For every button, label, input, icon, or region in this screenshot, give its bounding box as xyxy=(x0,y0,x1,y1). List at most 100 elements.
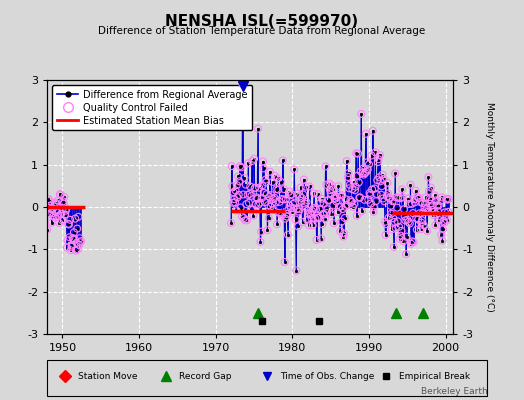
Point xyxy=(276,210,285,216)
Point xyxy=(74,214,83,220)
Point xyxy=(242,182,250,188)
Point xyxy=(290,166,299,173)
Point xyxy=(397,232,405,239)
Point xyxy=(260,190,268,196)
Point xyxy=(253,194,261,200)
Point xyxy=(398,186,407,192)
Point xyxy=(437,232,445,238)
Point xyxy=(77,238,85,244)
Point xyxy=(277,196,286,202)
Point xyxy=(396,236,404,242)
Point xyxy=(246,183,254,190)
Point xyxy=(359,165,367,172)
Point xyxy=(369,208,378,215)
Point xyxy=(355,194,364,201)
Text: Record Gap: Record Gap xyxy=(179,372,232,381)
Point xyxy=(238,213,246,220)
Point xyxy=(323,206,332,212)
Point xyxy=(230,189,238,196)
Point xyxy=(425,196,434,202)
Point xyxy=(328,182,336,189)
Point xyxy=(43,204,52,211)
Point xyxy=(314,191,322,197)
Point xyxy=(390,244,398,250)
Point xyxy=(293,191,302,197)
Point xyxy=(320,200,328,206)
Point xyxy=(62,206,71,212)
Point xyxy=(72,248,80,254)
Point xyxy=(375,174,384,180)
Point xyxy=(347,199,355,205)
Point xyxy=(298,195,306,201)
Point xyxy=(297,184,305,190)
Point xyxy=(336,228,344,234)
Point xyxy=(379,176,388,182)
Point xyxy=(344,170,353,176)
Point xyxy=(434,208,442,214)
Point xyxy=(395,224,403,230)
Point xyxy=(53,214,61,220)
Point xyxy=(330,220,338,226)
Point xyxy=(382,221,390,227)
Point xyxy=(46,202,54,209)
Point xyxy=(302,184,310,190)
Point xyxy=(268,179,277,185)
Point xyxy=(424,174,432,180)
Point xyxy=(356,168,365,174)
Point xyxy=(321,215,329,222)
Point xyxy=(393,204,401,211)
Point xyxy=(265,215,273,221)
Point xyxy=(427,184,435,191)
Point xyxy=(241,217,249,224)
Point xyxy=(359,171,368,178)
Point xyxy=(348,186,356,192)
Point xyxy=(426,200,434,207)
Point xyxy=(256,239,265,245)
Point xyxy=(441,209,449,216)
Point xyxy=(235,192,243,198)
Point xyxy=(281,215,290,222)
Point xyxy=(70,236,79,242)
Point xyxy=(337,203,345,210)
Point xyxy=(361,170,369,176)
Point xyxy=(311,216,320,222)
Point xyxy=(365,190,374,196)
Point xyxy=(317,235,325,242)
Point xyxy=(231,199,239,206)
Point xyxy=(275,210,283,216)
Point xyxy=(383,180,391,186)
Point xyxy=(422,205,431,212)
Point xyxy=(263,191,271,197)
Point xyxy=(247,192,256,199)
Point xyxy=(291,200,299,206)
Point xyxy=(307,215,315,222)
Point xyxy=(352,184,360,190)
Point xyxy=(419,200,427,206)
Point xyxy=(329,186,337,193)
Point xyxy=(259,158,267,165)
Point xyxy=(309,222,317,228)
Point xyxy=(436,198,445,204)
Point xyxy=(75,235,84,242)
Point xyxy=(377,192,385,198)
Point xyxy=(261,199,269,205)
Point xyxy=(265,194,274,200)
Point xyxy=(367,152,376,159)
Point xyxy=(251,184,259,191)
Point xyxy=(230,196,238,202)
Point xyxy=(420,222,428,229)
Point xyxy=(57,211,66,217)
Point xyxy=(236,163,244,169)
Point xyxy=(305,222,313,228)
Point xyxy=(318,196,326,202)
Point xyxy=(315,206,324,212)
Point xyxy=(435,217,443,223)
Point xyxy=(69,236,78,243)
Point xyxy=(239,215,248,221)
Point xyxy=(349,204,357,210)
Point xyxy=(378,171,387,178)
Point xyxy=(380,198,388,204)
Point xyxy=(278,212,286,218)
Point xyxy=(373,191,381,197)
Point xyxy=(266,168,274,175)
